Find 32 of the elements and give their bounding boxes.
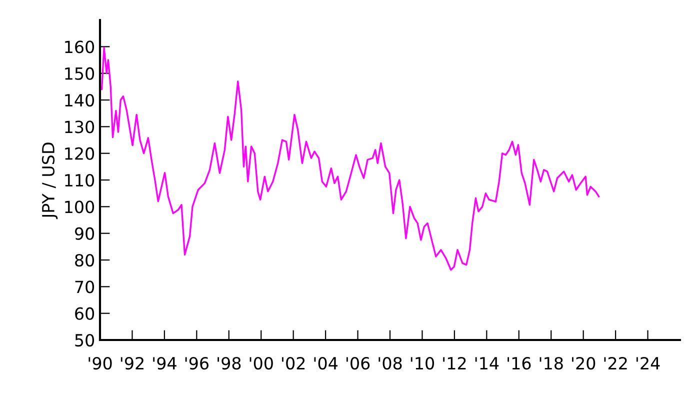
- x-tick-label: '24: [636, 356, 660, 370]
- y-tick-label: 140: [65, 94, 94, 107]
- y-tick-label: 150: [65, 67, 94, 80]
- x-tick-label: '98: [218, 356, 241, 370]
- x-tick-label: '12: [443, 356, 466, 370]
- y-tick-label: 60: [75, 307, 94, 320]
- y-axis-title: JPY / USD: [42, 142, 58, 220]
- x-tick-label: '90: [88, 356, 112, 370]
- x-tick-label: '96: [185, 356, 209, 370]
- y-tick-label: 80: [75, 254, 94, 267]
- y-tick-label: 70: [75, 280, 94, 294]
- y-tick-label: 50: [75, 334, 94, 347]
- y-tick-label: 90: [74, 227, 94, 240]
- y-tick-label: 120: [65, 147, 94, 160]
- x-tick-label: '06: [346, 356, 370, 370]
- y-tick-label: 100: [65, 200, 94, 214]
- x-tick-label: '18: [540, 356, 563, 370]
- x-tick-label: '10: [410, 356, 434, 370]
- x-tick-label: '22: [604, 356, 627, 370]
- x-tick-label: '04: [314, 356, 338, 370]
- x-tick-label: '92: [120, 356, 144, 370]
- y-tick-label: 130: [65, 120, 94, 134]
- x-tick-label: '00: [250, 356, 273, 370]
- x-tick-label: '14: [475, 357, 499, 370]
- x-tick-label: '20: [572, 356, 596, 370]
- line-series: [100, 46, 600, 271]
- y-tick-label: 160: [65, 40, 94, 54]
- x-tick-label: '02: [282, 356, 305, 370]
- x-tick-label: '16: [508, 356, 531, 370]
- x-tick-label: '94: [153, 356, 176, 370]
- y-tick-label: 110: [65, 174, 94, 187]
- x-tick-label: '08: [378, 356, 402, 370]
